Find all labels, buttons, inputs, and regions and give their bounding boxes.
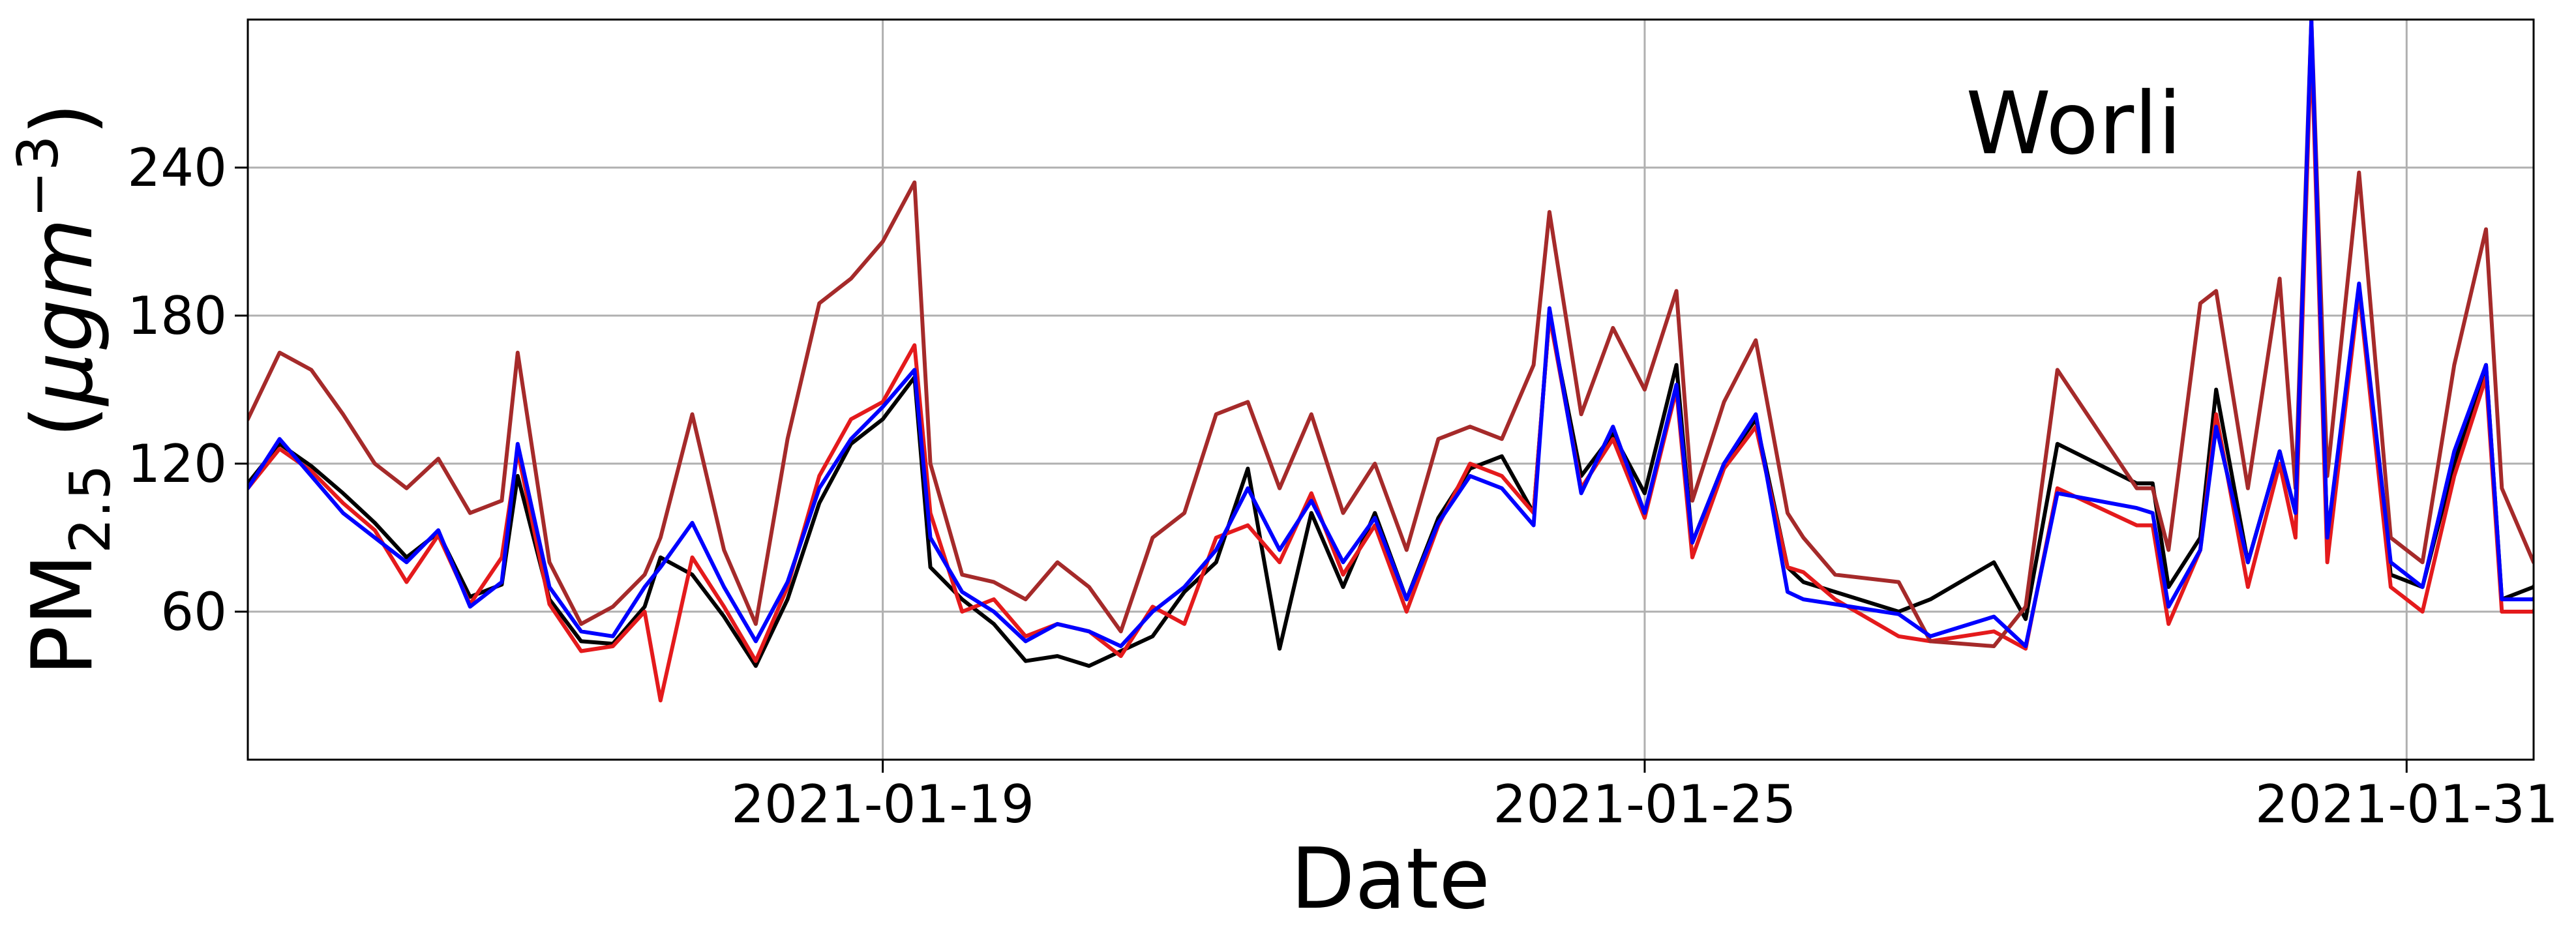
series-line-4 <box>248 20 2534 648</box>
series-group <box>248 20 2534 703</box>
y-axis-title-subscript: 2.5 <box>58 464 123 554</box>
y-tick-label: 120 <box>127 434 227 494</box>
series-line-2 <box>248 37 2534 703</box>
x-tick-label: 2021-01-19 <box>731 774 1034 835</box>
y-axis-title-open: ( <box>14 406 112 465</box>
y-axis-title: PM2.5 (μgm−3) <box>6 102 123 676</box>
x-tick-label: 2021-01-31 <box>2255 774 2558 835</box>
y-axis-title-unit: μgm <box>14 218 112 406</box>
y-tick-label: 60 <box>160 582 227 642</box>
x-axis-title: Date <box>1291 831 1490 928</box>
station-annotation: Worli <box>1966 74 2181 174</box>
x-axis-ticks: 2021-01-19 2021-01-25 2021-01-31 <box>731 760 2558 835</box>
y-axis-title-superscript: −3 <box>6 135 71 218</box>
y-axis-title-close: ) <box>14 102 112 135</box>
x-tick-label: 2021-01-25 <box>1493 774 1796 835</box>
y-axis-title-main: PM <box>14 554 112 676</box>
y-tick-label: 180 <box>127 286 227 346</box>
series-line-3 <box>248 20 2534 648</box>
y-tick-label: 240 <box>127 138 227 198</box>
y-axis-ticks: 60 120 180 240 <box>127 138 248 642</box>
plot-frame <box>247 18 2535 761</box>
